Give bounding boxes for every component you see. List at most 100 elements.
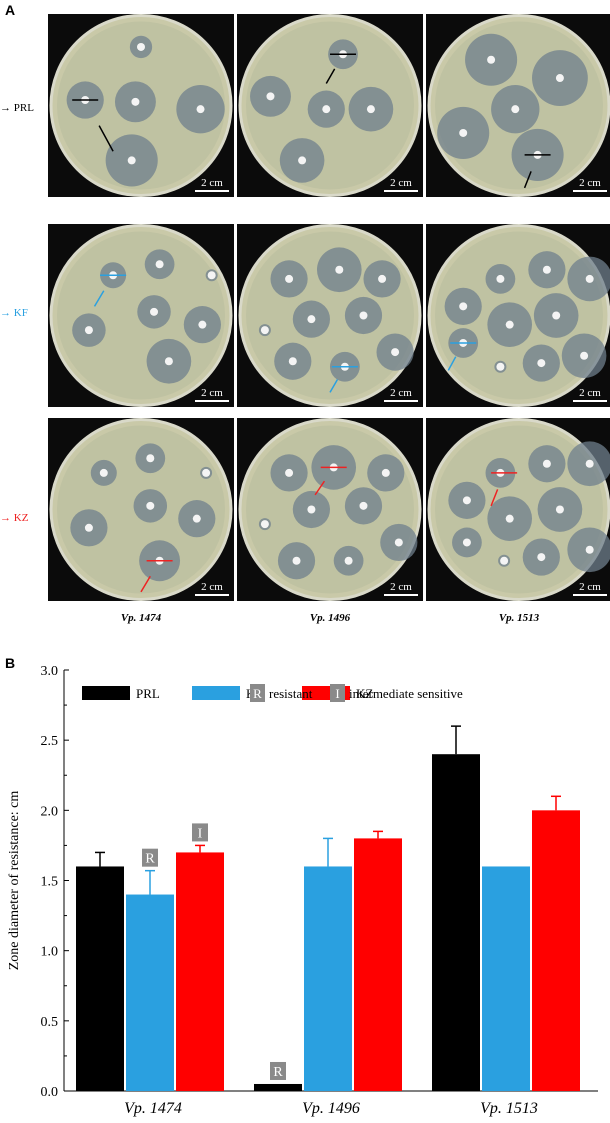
legend-label-prl: PRL [136,686,160,701]
antibiotic-disc [542,459,551,468]
scale-bar: 2 cm [195,387,229,402]
antibiotic-disc [505,320,514,329]
antibiotic-disc [537,553,546,562]
plate-photo: 2 cm [48,224,234,407]
bar-prl [254,1083,302,1091]
scale-bar-line [195,400,229,402]
y-tick-label: 3.0 [41,664,59,679]
y-tick-label: 1.0 [41,945,59,960]
antibiotic-disc [127,156,136,165]
scale-bar-label: 2 cm [390,581,412,593]
antibiotic-disc [359,311,368,320]
legend-key-symbol: R [253,686,262,701]
antibiotic-disc [580,351,589,360]
row-label-prl: → PRL [0,102,34,114]
row-label-kf: → KF [0,307,28,319]
legend-swatch-prl [82,686,130,700]
plate-photo: 2 cm [426,224,610,407]
antibiotic-disc [459,128,468,137]
antibiotic-disc [344,556,353,565]
antibiotic-disc [459,302,468,311]
legend-key-text: intermediate sensitive [349,686,463,701]
y-tick-label: 1.5 [41,875,59,890]
scale-bar-label: 2 cm [579,177,601,189]
antibiotic-disc [146,501,155,510]
row-label-kz-text: KZ [13,512,29,524]
antibiotic-disc [335,265,344,274]
legend-key-badge [330,684,345,702]
antibiotic-disc [555,505,564,514]
bar-kf [304,866,352,1091]
annotation-symbol: R [145,852,155,867]
y-tick-label: 2.5 [41,734,59,749]
scale-bar-line [384,400,418,402]
scale-bar: 2 cm [384,177,418,192]
scale-bar: 2 cm [573,387,607,402]
x-tick-label: Vp. 1474 [124,1100,182,1117]
plate-photo: 2 cm [237,418,423,601]
y-tick-label: 0.5 [41,1015,59,1030]
y-axis-label: Zone diameter of resistance: cm [7,791,22,971]
antibiotic-disc [505,514,514,523]
antibiotic-disc [285,274,294,283]
antibiotic-disc [155,260,164,269]
antibiotic-disc [307,505,316,514]
antibiotic-disc [462,538,471,547]
annotation-badge [142,848,158,867]
antibiotic-disc [192,514,201,523]
bar-kf [126,894,174,1091]
scale-bar-label: 2 cm [579,387,601,399]
antibiotic-disc [391,348,400,357]
annotation-symbol: I [198,826,203,841]
bar-kz [176,852,224,1091]
antibiotic-disc [487,55,496,64]
antibiotic-disc [131,97,140,106]
arrow-icon [325,68,336,84]
scale-bar-label: 2 cm [390,177,412,189]
scale-bar-line [573,400,607,402]
arrow-icon [314,480,326,496]
scale-bar: 2 cm [195,177,229,192]
arrow-icon [93,290,105,307]
arrow-icon [140,575,151,593]
bar-kf [482,866,530,1091]
plate-photo: 2 cm [237,14,423,197]
antibiotic-disc [542,265,551,274]
antibiotic-disc [207,271,216,280]
antibiotic-disc [266,92,275,101]
antibiotic-disc [288,357,297,366]
annotation-badge [270,1061,286,1080]
panel-b-letter: B [5,655,16,671]
antibiotic-disc [202,468,211,477]
plate-photo: 2 cm [48,418,234,601]
scale-bar: 2 cm [384,387,418,402]
scale-bar: 2 cm [384,581,418,596]
antibiotic-disc [137,42,145,51]
antibiotic-disc [496,274,505,283]
antibiotic-disc [537,359,546,368]
bar-prl [432,754,480,1091]
scale-bar: 2 cm [573,581,607,596]
bar-kz [354,838,402,1091]
column-label-1474: Vp. 1474 [120,612,162,624]
arrow-icon [447,356,457,371]
y-tick-label: 2.0 [41,804,59,819]
antibiotic-disc [260,326,269,335]
legend-label-kz: KZ [356,686,373,701]
arrow-icon [523,171,532,189]
scale-bar-line [195,594,229,596]
x-tick-label: Vp. 1496 [302,1100,360,1117]
legend-key-badge [250,684,265,702]
scale-bar: 2 cm [195,581,229,596]
antibiotic-disc [585,459,594,468]
scale-bar-label: 2 cm [201,177,223,189]
scale-bar-label: 2 cm [201,387,223,399]
antibiotic-disc [378,274,387,283]
antibiotic-disc [366,105,375,114]
scale-bar-line [573,594,607,596]
antibiotic-disc [164,357,173,366]
antibiotic-disc [462,496,471,505]
antibiotic-disc [555,74,564,83]
arrow-icon [490,489,499,507]
legend-key-symbol: I [335,686,339,701]
